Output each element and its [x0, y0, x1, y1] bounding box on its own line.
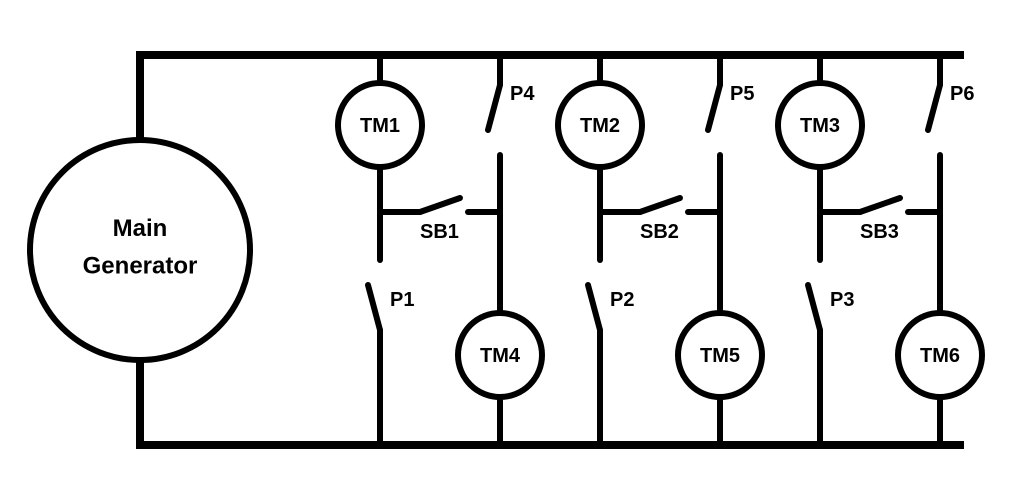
switch-p6-blade [928, 85, 940, 130]
tie-sb2-label: SB2 [640, 221, 679, 243]
switch-p4-blade [488, 85, 500, 130]
switch-p5-blade [708, 85, 720, 130]
switch-p1-label: P1 [390, 289, 414, 311]
tm-tm6-label: TM6 [920, 345, 960, 367]
tm-tm2-label: TM2 [580, 115, 620, 137]
switch-p2-label: P2 [610, 289, 634, 311]
tm-tm4-label: TM4 [480, 345, 521, 367]
switch-p3-blade [808, 285, 820, 330]
switch-p5-label: P5 [730, 83, 754, 105]
tie-sb3-blade [860, 198, 900, 212]
tm-tm1-label: TM1 [360, 115, 400, 137]
tie-sb1-blade [420, 198, 460, 212]
tie-sb2-blade [640, 198, 680, 212]
switch-p6-label: P6 [950, 83, 974, 105]
tm-tm5-label: TM5 [700, 345, 740, 367]
main-generator-label-2: Generator [83, 253, 198, 280]
switch-p2-blade [588, 285, 600, 330]
tm-tm3-label: TM3 [800, 115, 840, 137]
tie-sb3-label: SB3 [860, 221, 899, 243]
switch-p3-label: P3 [830, 289, 854, 311]
traction-power-diagram: Main Generator TM1 P1 TM4 P4 SB1 TM2 P2 TM5 P5 SB2 T… [0, 0, 1024, 504]
switch-p1-blade [368, 285, 380, 330]
switch-p4-label: P4 [510, 83, 535, 105]
main-generator [30, 140, 250, 360]
tie-sb1-label: SB1 [420, 221, 459, 243]
main-generator-label-1: Main [113, 215, 168, 242]
